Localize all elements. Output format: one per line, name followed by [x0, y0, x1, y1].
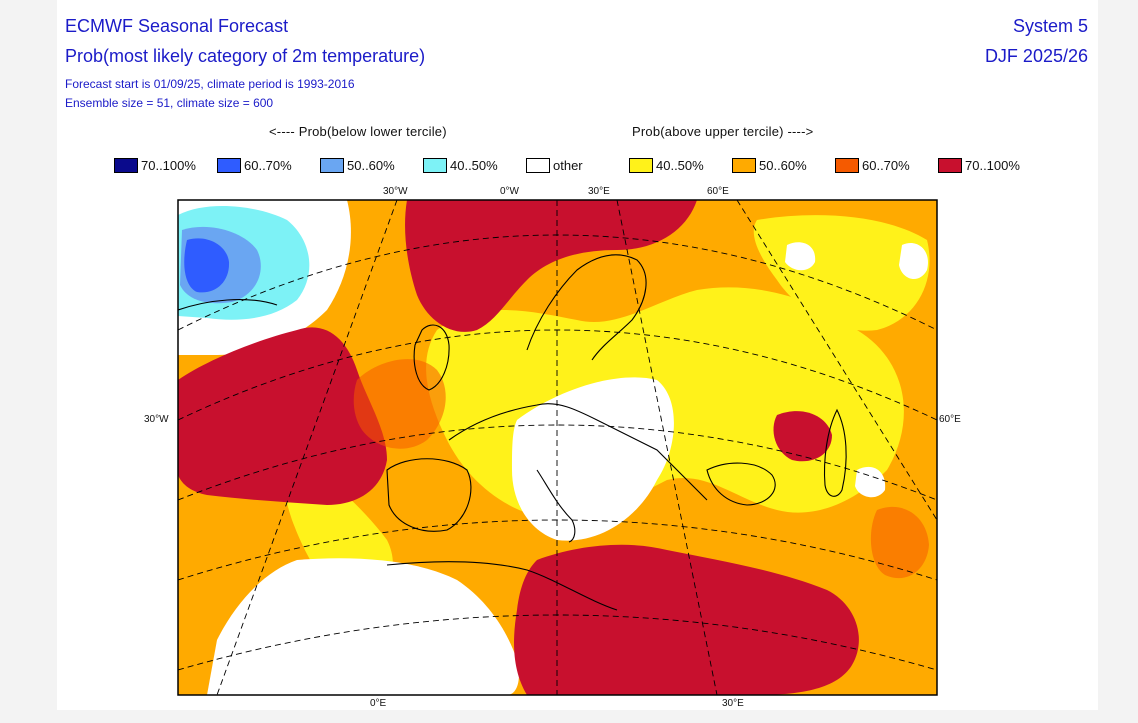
- legend-swatch: [732, 158, 756, 173]
- region-other: [785, 242, 816, 271]
- coast-europe-main: [448, 403, 708, 501]
- parallel-70n: [178, 234, 937, 331]
- legend-label: 60..70%: [244, 158, 292, 173]
- legend-swatch: [217, 158, 241, 173]
- legend-label: 70..100%: [141, 158, 196, 173]
- region-above-60-70: [870, 506, 929, 579]
- legend-swatch: [938, 158, 962, 173]
- legend-label: 70..100%: [965, 158, 1020, 173]
- tick-left-30w: 30°W: [144, 414, 169, 425]
- above-tercile-caption: Prob(above upper tercile) ---->: [632, 124, 814, 139]
- system-label: System 5: [1012, 16, 1088, 36]
- legend-label: 50..60%: [759, 158, 807, 173]
- forecast-panel: ECMWF Seasonal Forecast Prob(most likely…: [57, 0, 1098, 710]
- legend-swatch: [835, 158, 859, 173]
- forecast-map: [177, 199, 938, 696]
- coast-caspian: [824, 408, 847, 497]
- tick-top-30w: 30°W: [383, 186, 408, 197]
- coast-north-africa: [386, 561, 618, 611]
- region-above-70-100: [773, 411, 832, 462]
- tick-top-60e: 60°E: [707, 186, 729, 197]
- coast-british-isles: [413, 324, 450, 391]
- parallel-50n: [178, 424, 937, 501]
- legend-label: 60..70%: [862, 158, 910, 173]
- meridian-30w: [216, 200, 398, 695]
- tick-bottom-0: 0°E: [370, 698, 387, 709]
- coastlines: [178, 254, 847, 611]
- meridian-60e: [736, 200, 937, 521]
- meridian-30e: [616, 200, 718, 695]
- parallel-30n: [178, 614, 937, 671]
- legend-swatch: [423, 158, 447, 173]
- tick-bottom-30e: 30°E: [722, 698, 744, 709]
- forecast-start-info: Forecast start is 01/09/25, climate peri…: [65, 77, 355, 91]
- region-other: [855, 466, 886, 498]
- region-above-70-100: [514, 544, 859, 695]
- coast-italy: [536, 469, 576, 543]
- coast-iberia: [386, 458, 472, 532]
- parallel-60n: [178, 329, 937, 421]
- coast-scandinavia: [526, 254, 647, 361]
- legend-label: other: [553, 158, 583, 173]
- season-label: DJF 2025/26: [984, 46, 1088, 66]
- legend-swatch: [320, 158, 344, 173]
- legend-swatch: [114, 158, 138, 173]
- region-other: [207, 558, 519, 695]
- map-frame: [177, 199, 938, 696]
- below-tercile-caption: <---- Prob(below lower tercile): [269, 124, 447, 139]
- legend-label: 50..60%: [347, 158, 395, 173]
- forecast-variable-title: Prob(most likely category of 2m temperat…: [65, 46, 426, 66]
- tick-top-30e: 30°E: [588, 186, 610, 197]
- tick-right-60e: 60°E: [939, 414, 961, 425]
- legend-swatch: [629, 158, 653, 173]
- parallel-40n: [178, 519, 937, 581]
- forecast-title: ECMWF Seasonal Forecast: [65, 16, 289, 36]
- ensemble-info: Ensemble size = 51, climate size = 600: [65, 96, 274, 110]
- legend-label: 40..50%: [450, 158, 498, 173]
- region-above-60-70: [353, 359, 446, 449]
- legend-swatch: [526, 158, 550, 173]
- region-other: [899, 242, 928, 280]
- tick-top-0: 0°W: [500, 186, 519, 197]
- coast-black-sea: [706, 462, 776, 506]
- region-other: [512, 377, 674, 541]
- region-below-60-70: [184, 238, 230, 293]
- probability-field: [178, 200, 937, 695]
- graticule: [178, 200, 937, 695]
- coast-greenland: [178, 299, 278, 311]
- legend-label: 40..50%: [656, 158, 704, 173]
